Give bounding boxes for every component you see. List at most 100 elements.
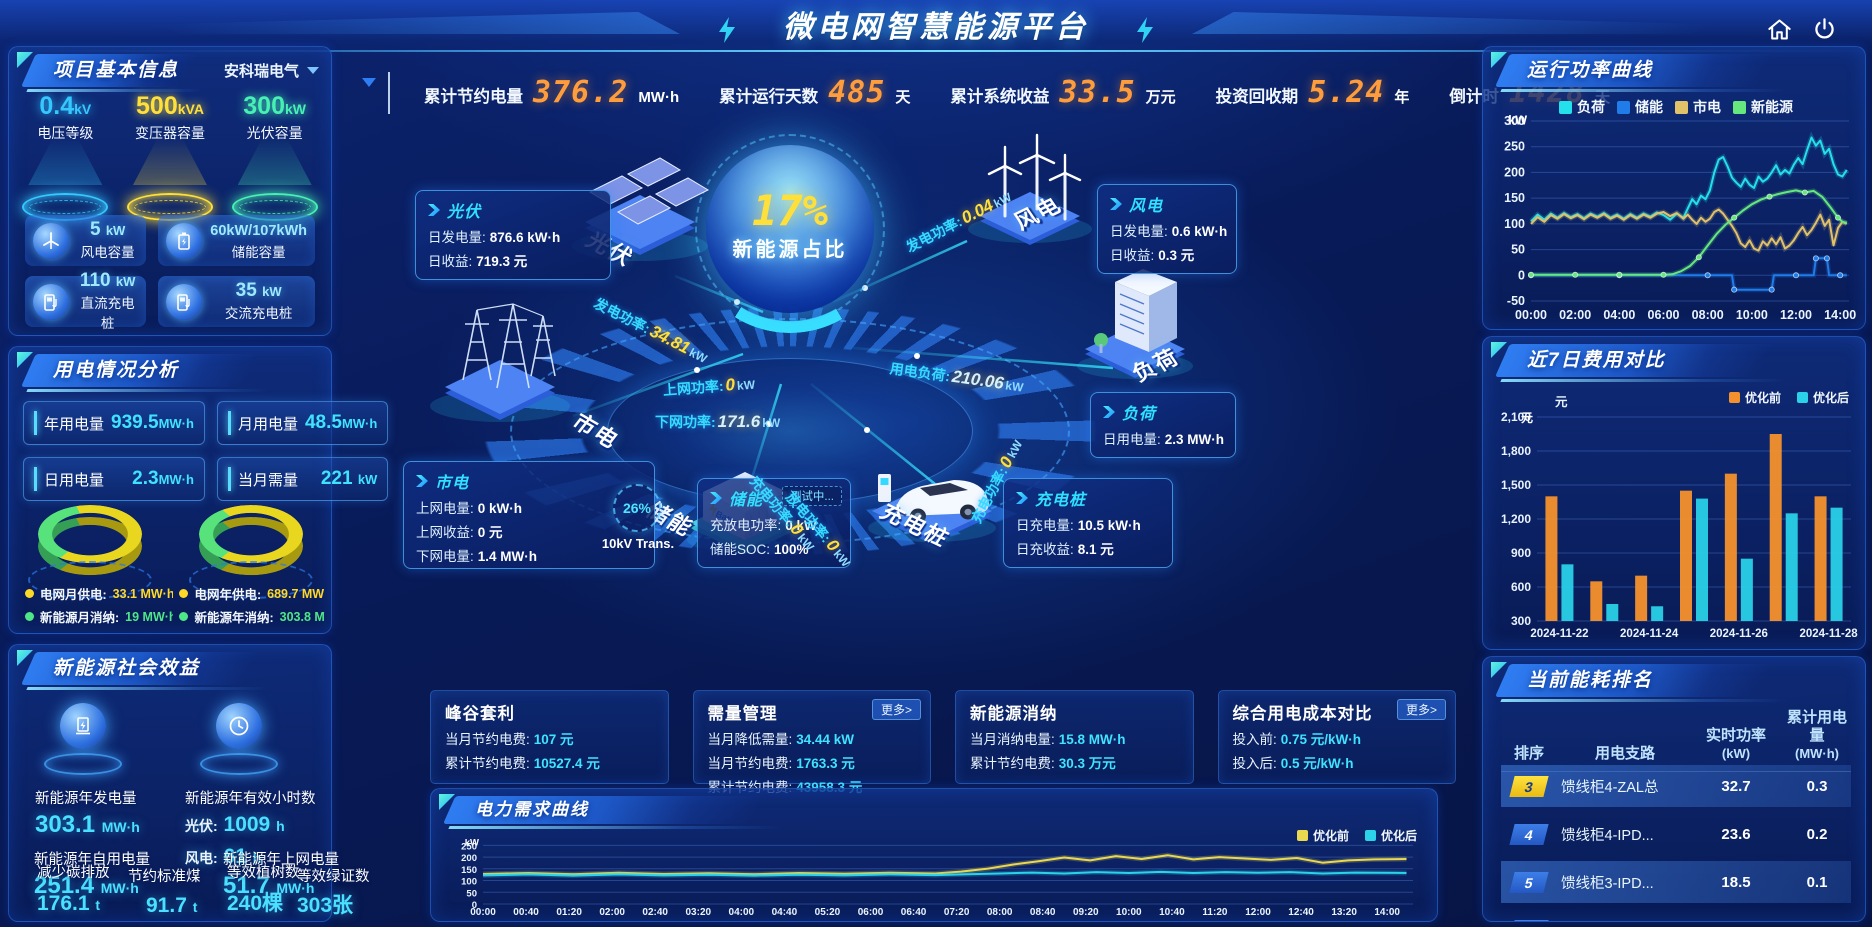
- total-energy: 0.1: [1806, 873, 1828, 891]
- info-row: 当月节约电费: 107 元: [445, 732, 574, 747]
- svg-text:50: 50: [466, 888, 477, 899]
- svg-text:50: 50: [1511, 243, 1525, 257]
- legend-item[interactable]: 优化前: [1728, 389, 1781, 406]
- card-renewable-consumption: 新能源消纳 当月消纳电量: 15.8 MW·h 累计节约电费: 30.3 万元: [955, 690, 1194, 784]
- ac-charger-icon: [166, 283, 203, 320]
- kpi-unit: MW·h: [638, 89, 680, 106]
- home-icon[interactable]: [1766, 16, 1793, 43]
- rank-badge: 6: [1509, 919, 1549, 921]
- stat-grid-export: 新能源年上网电量 51.7 MW·h: [223, 848, 339, 900]
- column-header-branch: 用电支路: [1594, 745, 1655, 762]
- info-box-storage: 储能 测试中... 充放电功率: 0 kW 储能SOC: 100%: [697, 478, 851, 568]
- legend-item[interactable]: 市电: [1675, 97, 1721, 117]
- legend-item[interactable]: 储能: [1617, 97, 1663, 117]
- legend-item[interactable]: 负荷: [1559, 97, 1605, 117]
- svg-text:14:00: 14:00: [1374, 907, 1400, 918]
- info-box-title: 光伏: [447, 204, 482, 221]
- svg-text:00:40: 00:40: [513, 907, 539, 918]
- power-icon[interactable]: [1811, 16, 1838, 43]
- svg-text:2,100: 2,100: [1501, 410, 1531, 424]
- column-header-energy: 累计用电量 (MW·h): [1786, 709, 1847, 761]
- legend-item: 电网年供电: 689.7 MW·h (69%): [179, 584, 325, 603]
- svg-text:200: 200: [1504, 165, 1525, 179]
- branch-name: 馈线柜3-IPD...: [1561, 875, 1654, 892]
- legend-swatch: [1733, 100, 1746, 114]
- legend-item[interactable]: 优化后: [1796, 389, 1849, 406]
- info-row: 充放电功率: 0 kW: [710, 518, 817, 533]
- kpi-energy-saved: 累计节约电量 376.2 MW·h: [404, 78, 699, 108]
- chevron-right-icon: [416, 475, 428, 487]
- stat-value: 240棵: [227, 892, 284, 915]
- svg-text:00:00: 00:00: [1515, 308, 1547, 322]
- stat-value: 48.5: [304, 412, 342, 433]
- stat-value: 251.4: [34, 872, 95, 899]
- capacity-unit: kW: [105, 223, 126, 238]
- legend-item[interactable]: 优化后: [1364, 827, 1417, 844]
- spotlight-label: 变压器容量: [134, 125, 205, 141]
- more-button[interactable]: 更多>: [1396, 699, 1446, 720]
- legend-name: 负荷: [1577, 99, 1605, 115]
- svg-text:150: 150: [1504, 191, 1525, 205]
- ev-charger-node-icon: [840, 428, 1010, 553]
- panel-project-info: 项目基本信息 安科瑞电气 0.4kV 电压等级 500kVA 变压器容量 300…: [8, 46, 332, 336]
- capacity-storage: 60kW/107kWh 储能容量: [158, 215, 315, 266]
- svg-text:14:00: 14:00: [1824, 308, 1856, 322]
- legend-item[interactable]: 优化前: [1296, 827, 1349, 844]
- spotlight-label: 电压等级: [37, 125, 94, 141]
- donut-charts: [9, 505, 331, 599]
- stat-carbon-reduction: 减少碳排放 176.1 t: [37, 861, 110, 917]
- card-peak-valley: 峰谷套利 当月节约电费: 107 元累计节约电费: 10527.4 元: [430, 690, 669, 784]
- benefit-cards: 峰谷套利 当月节约电费: 107 元累计节约电费: 10527.4 元 需量管理 更…: [430, 690, 1456, 795]
- panel-title: 近7日费用对比: [1527, 350, 1666, 371]
- light-cone-decoration: [237, 137, 312, 185]
- stat-unit: t: [192, 899, 198, 915]
- stat-label: 当月需量: [237, 471, 298, 489]
- info-row: 当月降低需量: 34.44 kW: [707, 732, 855, 747]
- svg-text:2024-11-22: 2024-11-22: [1530, 628, 1588, 640]
- stat-annual-generation: 新能源年发电量 303.1 MW·h: [35, 787, 140, 839]
- svg-text:08:40: 08:40: [1030, 907, 1056, 918]
- kpi-value: 376.2: [533, 75, 629, 110]
- stat-unit: kW: [357, 472, 378, 487]
- svg-text:1,500: 1,500: [1501, 478, 1531, 492]
- legend-name: 电网年供电:: [194, 588, 262, 602]
- svg-text:kW: kW: [465, 838, 479, 849]
- svg-text:kW: kW: [1508, 114, 1527, 128]
- wind-turbine-icon: [33, 222, 69, 259]
- company-selector[interactable]: 安科瑞电气: [224, 60, 319, 81]
- stat-label: 新能源年上网电量: [223, 852, 339, 868]
- legend-name: 新能源: [1751, 99, 1793, 115]
- legend-swatch: [1675, 100, 1688, 114]
- legend-item: 电网月供电: 33.1 MW·h (64%): [25, 584, 173, 603]
- info-row: 储能SOC: 100%: [710, 542, 809, 557]
- svg-text:07:20: 07:20: [944, 907, 970, 918]
- info-row: 日发电量: 876.6 kW·h: [428, 230, 561, 245]
- more-button[interactable]: 更多>: [871, 699, 921, 720]
- grid-node-icon: [405, 276, 585, 436]
- y-axis-unit: 元: [1555, 395, 1568, 409]
- svg-text:250: 250: [1504, 140, 1525, 154]
- panel-title: 电力需求曲线: [475, 800, 589, 819]
- header-decoration-right: [1192, 12, 1712, 34]
- kpi-label: 累计节约电量: [424, 88, 523, 106]
- svg-text:12:00: 12:00: [1780, 308, 1812, 322]
- svg-text:0: 0: [472, 900, 477, 911]
- panel-header: 用电情况分析: [21, 354, 268, 387]
- legend-dot: [179, 589, 189, 598]
- legend-item[interactable]: 新能源: [1733, 97, 1793, 117]
- header-decoration-left: [160, 12, 680, 34]
- svg-text:1,200: 1,200: [1501, 512, 1531, 526]
- stat-trees-equivalent: 等效植树数 240棵: [227, 861, 300, 916]
- capacity-unit: kW: [262, 284, 282, 299]
- stat-year-usage: 年用电量 939.5MW·h: [23, 401, 205, 445]
- panel-power-curve: 运行功率曲线 负荷 储能 市电 新能源 -50 0 50 100 150 200 250 30…: [1482, 46, 1866, 330]
- stat-value: 51.7: [223, 872, 270, 899]
- spotlight-value: 0.4: [39, 92, 75, 120]
- card-title: 新能源消纳: [970, 705, 1058, 723]
- stat-label: 节约标准煤: [128, 869, 201, 885]
- realtime-power: 18.5: [1721, 873, 1751, 891]
- panel-title: 项目基本信息: [53, 60, 180, 81]
- stat-value: 939.5: [111, 412, 159, 433]
- info-box-pv: 光伏 日发电量: 876.6 kW·h 日收益: 719.3 元: [415, 190, 611, 280]
- svg-text:0: 0: [1518, 268, 1525, 282]
